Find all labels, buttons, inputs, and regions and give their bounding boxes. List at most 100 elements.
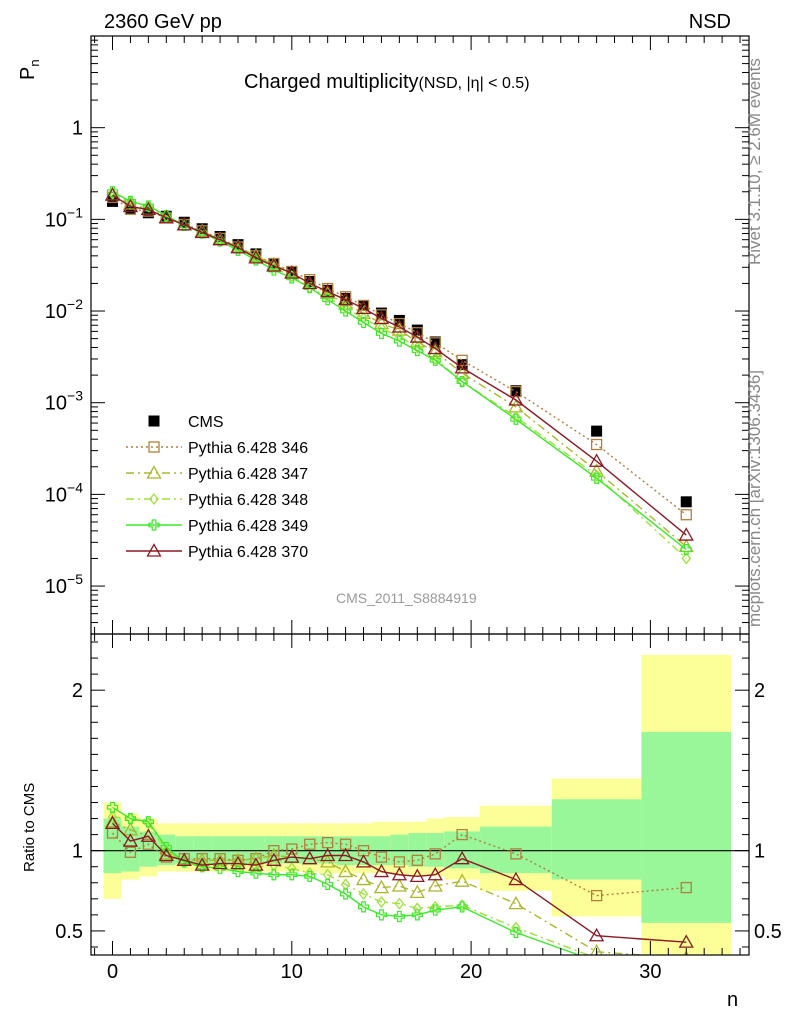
ratio-point-3-16 xyxy=(393,910,405,923)
ratio-point-3-15 xyxy=(375,909,388,921)
main-point-0-22 xyxy=(680,496,692,508)
ratio-point-3-2 xyxy=(142,816,154,828)
ratio-point-0-11 xyxy=(304,838,316,850)
ratio-point-4-5 xyxy=(194,857,210,871)
legend-marker-1 xyxy=(148,441,160,453)
legend-entry-5: Pythia 6.428 370 xyxy=(126,543,308,561)
ratio-point-4-22 xyxy=(678,934,694,948)
ratio-point-1-19 xyxy=(454,873,470,887)
ratio-point-2-11 xyxy=(304,867,315,880)
main-point-4-20 xyxy=(510,413,522,425)
ratio-point-1-20 xyxy=(508,895,524,910)
legend-label-3: Pythia 6.428 348 xyxy=(188,492,308,509)
main-point-5-9 xyxy=(266,258,282,272)
ratio-point-4-14 xyxy=(355,854,372,868)
main-point-4-15 xyxy=(375,327,388,340)
x-axis-label: n xyxy=(727,989,739,1011)
main-y-tick-label-4: 10−1 xyxy=(45,204,83,231)
legend-marker-2 xyxy=(146,465,162,479)
main-point-0-11 xyxy=(304,275,316,287)
ratio-y-axis-label: Ratio to CMS xyxy=(21,782,38,872)
main-point-1-16 xyxy=(393,317,406,330)
legend-entry-0: CMS xyxy=(148,414,224,431)
ratio-point-4-3 xyxy=(158,847,174,862)
ratio-point-3-19 xyxy=(456,901,468,913)
ratio-point-4-16 xyxy=(391,866,407,881)
main-point-5-7 xyxy=(230,239,246,254)
legend: CMS Pythia 6.428 346 Pythia 6.428 347 Pythi… xyxy=(126,414,308,561)
main-point-2-8 xyxy=(248,248,264,262)
main-point-3-12 xyxy=(322,291,333,304)
ratio-point-4-10 xyxy=(284,849,300,863)
band-inner-1 xyxy=(121,826,140,872)
ratio-point-1-8 xyxy=(248,850,264,865)
main-point-5-1 xyxy=(122,198,139,213)
main-point-5-12 xyxy=(320,283,336,298)
main-y-tick-label-0: 10−5 xyxy=(45,571,83,598)
band-inner-19 xyxy=(444,831,481,869)
main-point-5-22 xyxy=(678,527,694,541)
ratio-point-2-0 xyxy=(107,810,118,824)
legend-label-2: Pythia 6.428 347 xyxy=(188,466,308,483)
main-y-tick-label-3: 10−2 xyxy=(45,296,83,323)
ratio-point-4-11 xyxy=(302,850,318,865)
main-point-2-17 xyxy=(409,334,425,348)
legend-marker-4 xyxy=(148,519,160,531)
ratio-point-4-20 xyxy=(508,871,524,886)
legend-label-1: Pythia 6.428 346 xyxy=(188,440,308,457)
band-inner-20 xyxy=(480,826,552,874)
main-point-5-10 xyxy=(284,265,300,279)
ratio-point-0-21 xyxy=(590,889,603,902)
ratio-point-1-14 xyxy=(355,871,372,886)
ratio-point-2-19 xyxy=(457,899,467,912)
ratio-point-0-10 xyxy=(286,843,298,855)
ratio-point-4-9 xyxy=(266,852,282,866)
main-point-5-6 xyxy=(212,231,228,246)
main-y-tick-label-5: 1 xyxy=(72,118,83,140)
main-point-0-14 xyxy=(358,299,370,311)
ratio-point-0-22 xyxy=(680,881,692,894)
energy-label: 2360 GeV pp xyxy=(104,11,222,33)
main-point-1-21 xyxy=(590,438,603,451)
main-point-1-20 xyxy=(510,386,522,398)
ratio-point-1-15 xyxy=(373,879,390,894)
ratio-point-1-16 xyxy=(391,878,407,892)
ratio-point-4-18 xyxy=(427,866,443,881)
x-tick-label-1: 10 xyxy=(281,961,303,983)
plot-title-suffix: (NSD, |η| < 0.5) xyxy=(418,75,530,92)
main-point-5-8 xyxy=(248,250,264,264)
main-point-5-17 xyxy=(409,329,425,343)
ratio-point-4-21 xyxy=(588,927,605,942)
ratio-point-0-18 xyxy=(429,848,441,860)
main-point-0-0 xyxy=(107,195,119,207)
ratio-point-3-13 xyxy=(339,888,352,900)
main-plot-series xyxy=(104,186,694,565)
ratio-point-3-7 xyxy=(232,865,244,878)
ratio-point-2-5 xyxy=(197,857,207,870)
ratio-point-1-13 xyxy=(337,863,354,878)
main-y-tick-label-1: 10−4 xyxy=(45,479,83,506)
ratio-point-4-6 xyxy=(212,855,228,870)
ratio-y-tick-label-right-0: 0.5 xyxy=(754,921,782,943)
y-axis-label-sub: n xyxy=(27,59,42,67)
ratio-point-4-2 xyxy=(140,828,156,842)
main-point-5-20 xyxy=(508,392,524,406)
ratio-point-4-1 xyxy=(122,833,139,847)
main-point-0-2 xyxy=(142,207,154,219)
ratio-point-3-11 xyxy=(304,870,316,882)
main-series-line-5 xyxy=(112,194,687,536)
ratio-series-4 xyxy=(104,815,694,948)
legend-label-0: CMS xyxy=(188,414,224,431)
ratio-point-4-8 xyxy=(248,857,264,871)
ratio-point-4-13 xyxy=(337,847,354,862)
legend-entry-1: Pythia 6.428 346 xyxy=(126,440,308,457)
main-point-0-20 xyxy=(510,385,522,397)
legend-marker-0 xyxy=(148,415,160,427)
main-point-3-18 xyxy=(430,352,441,366)
ratio-point-3-14 xyxy=(357,901,370,913)
main-point-5-15 xyxy=(373,310,390,325)
ratio-point-3-9 xyxy=(268,869,280,881)
ratio-point-1-21 xyxy=(590,943,603,955)
main-point-0-4 xyxy=(178,216,190,228)
ratio-point-0-15 xyxy=(375,851,388,863)
